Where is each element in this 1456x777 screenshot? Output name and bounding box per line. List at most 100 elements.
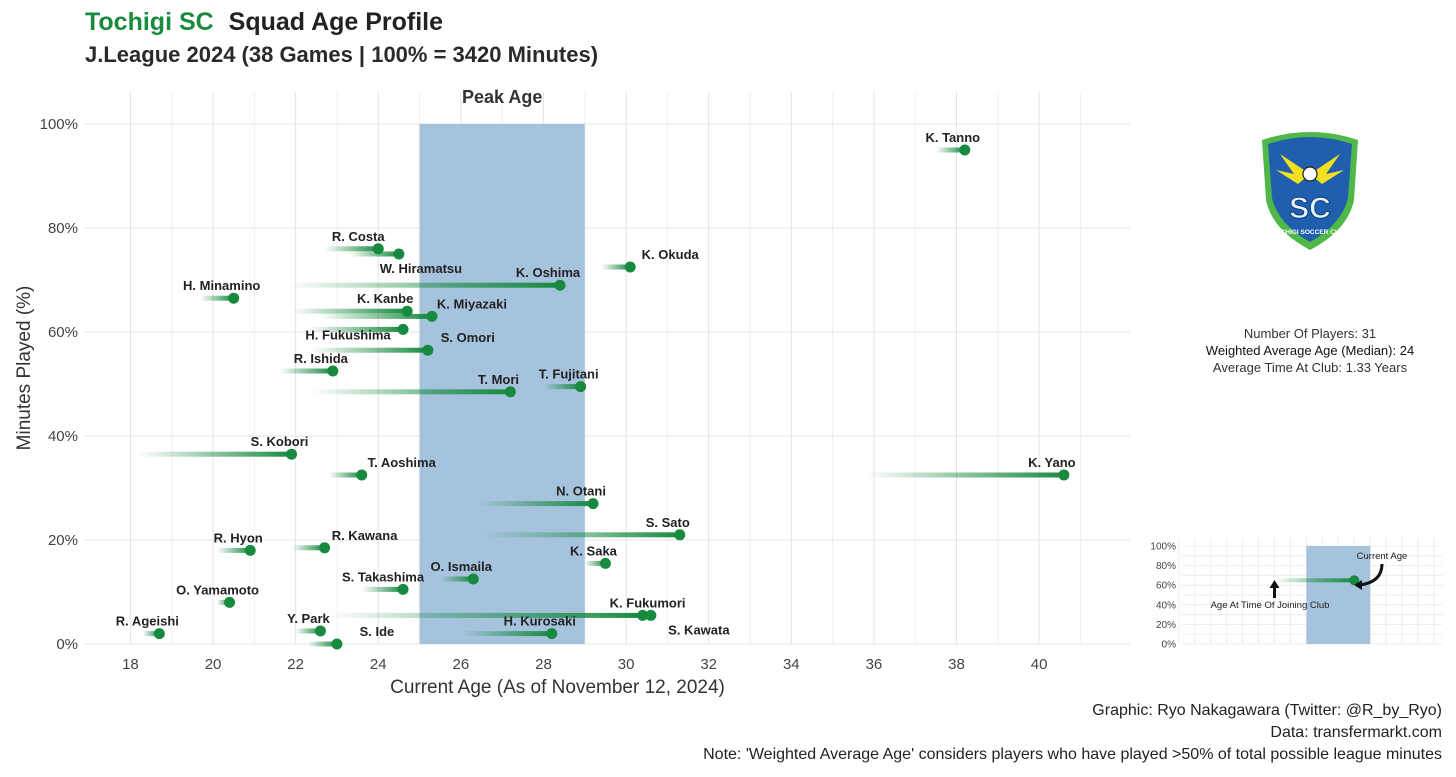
player-label: K. Yano <box>1028 455 1076 470</box>
player-label: R. Ageishi <box>116 614 179 629</box>
inset-joining-arrowhead <box>1269 580 1280 588</box>
player-trail <box>217 547 251 553</box>
inset-example-trail <box>1274 578 1355 583</box>
chart-title: Tochigi SC Squad Age Profile <box>85 8 443 37</box>
player-point <box>224 596 236 608</box>
player-trail <box>217 599 230 605</box>
x-tick-label: 20 <box>205 656 222 673</box>
player-trail <box>291 308 408 314</box>
player-trail <box>308 641 337 647</box>
player-label: H. Fukushima <box>305 327 391 342</box>
x-axis-title: Current Age (As of November 12, 2024) <box>390 677 725 698</box>
player-point <box>327 365 339 377</box>
credit-data: Data: transfermarkt.com <box>1270 724 1442 741</box>
player-label: S. Kawata <box>668 622 730 637</box>
player-label: R. Hyon <box>214 530 263 545</box>
player-point <box>599 557 611 569</box>
peak-age-band <box>419 124 585 644</box>
inset-y-tick: 0% <box>1162 640 1177 651</box>
x-tick-label: 18 <box>122 656 139 673</box>
player-point <box>645 609 657 621</box>
player-point <box>504 386 516 398</box>
player-trail <box>865 472 1064 478</box>
credit-note: Note: 'Weighted Average Age' considers p… <box>703 746 1442 763</box>
player-point <box>575 381 587 393</box>
x-tick-label: 22 <box>287 656 304 673</box>
player-point <box>356 469 368 481</box>
inset-y-tick: 20% <box>1156 620 1176 631</box>
player-trail <box>279 368 333 374</box>
club-name: Tochigi SC <box>85 8 214 36</box>
inset-x-tick: 28 <box>1349 657 1361 658</box>
squad-stats: Number Of Players: 31 Weighted Average A… <box>1160 325 1456 376</box>
x-tick-label: 26 <box>453 656 470 673</box>
main-chart: Peak Age 18 20 22 24 26 28 30 32 34 36 38 40 0% 20% 40%… <box>14 87 1130 698</box>
legend-inset-chart: 0% 20% 40% 60% 80% 100% 18 20 22 24 26 28 30 32 Curren… <box>1150 538 1442 658</box>
player-label: T. Aoshima <box>368 455 437 470</box>
y-tick-label: 60% <box>48 324 78 341</box>
x-tick-label: 24 <box>370 656 387 673</box>
x-tick-label: 32 <box>700 656 717 673</box>
player-point <box>393 248 405 260</box>
credit-graphic: Graphic: Ryo Nakagawara (Twitter: @R_by_… <box>1092 702 1442 719</box>
player-trail <box>308 326 404 332</box>
player-point <box>397 323 409 335</box>
player-point <box>397 583 409 595</box>
player-point <box>587 498 599 510</box>
inset-x-tick: 22 <box>1253 657 1265 658</box>
player-label: T. Mori <box>478 372 519 387</box>
chart-subtitle: J.League 2024 (38 Games | 100% = 3420 Mi… <box>85 42 599 67</box>
player-point <box>546 628 558 640</box>
inset-y-tick: 60% <box>1156 581 1176 592</box>
logo-wings <box>1276 154 1344 184</box>
player-point <box>319 542 331 554</box>
logo-caption: TOCHIGI SOCCER CLUB <box>1272 229 1349 236</box>
player-label: N. Otani <box>556 484 606 499</box>
x-tick-label: 34 <box>783 656 800 673</box>
player-point <box>422 344 434 356</box>
club-logo: SC TOCHIGI SOCCER CLUB <box>1262 132 1358 250</box>
player-trail <box>138 451 292 457</box>
y-tick-label: 80% <box>48 220 78 237</box>
y-axis-title: Minutes Played (%) <box>14 286 35 451</box>
stat-time-at-club: Average Time At Club: 1.33 Years <box>1212 360 1408 375</box>
player-label: S. Omori <box>441 330 495 345</box>
inset-y-tick: 80% <box>1156 561 1176 572</box>
inset-x-tick: 26 <box>1317 657 1329 658</box>
player-trail <box>291 545 325 551</box>
player-trail <box>349 251 399 257</box>
player-trail <box>584 560 606 566</box>
player-label: K. Oshima <box>516 265 581 280</box>
inset-x-tick: 20 <box>1221 657 1233 658</box>
player-trail <box>320 313 432 319</box>
player-label: S. Ide <box>360 624 395 639</box>
inset-x-tick: 32 <box>1413 657 1425 658</box>
player-label: K. Okuda <box>642 247 700 262</box>
player-point <box>426 310 438 322</box>
player-label: R. Ishida <box>294 351 349 366</box>
player-trail <box>361 586 404 592</box>
player-trail <box>200 295 234 301</box>
stat-players: Number Of Players: 31 <box>1243 326 1377 341</box>
player-label: K. Miyazaki <box>437 296 507 311</box>
x-tick-label: 30 <box>618 656 635 673</box>
player-point <box>1058 469 1070 481</box>
player-point <box>674 529 686 541</box>
player-trail <box>312 389 511 395</box>
inset-x-tick: 24 <box>1285 657 1297 658</box>
player-trail <box>935 147 965 153</box>
player-label: K. Kanbe <box>357 291 413 306</box>
player-trail <box>328 612 643 618</box>
logo-letters: SC <box>1289 192 1331 225</box>
inset-current-age-arrowhead <box>1354 580 1362 590</box>
y-tick-label: 100% <box>40 116 78 133</box>
inset-y-tick: 40% <box>1156 600 1176 611</box>
inset-current-age-arrow <box>1359 563 1384 587</box>
player-label: R. Costa <box>332 229 386 244</box>
player-trail <box>324 246 379 252</box>
inset-joining-label: Age At Time Of Joining Club <box>1211 600 1330 611</box>
inset-y-tick: 100% <box>1150 542 1176 553</box>
player-point <box>467 573 479 585</box>
player-point <box>959 144 971 156</box>
inset-peak-band <box>1306 546 1371 644</box>
